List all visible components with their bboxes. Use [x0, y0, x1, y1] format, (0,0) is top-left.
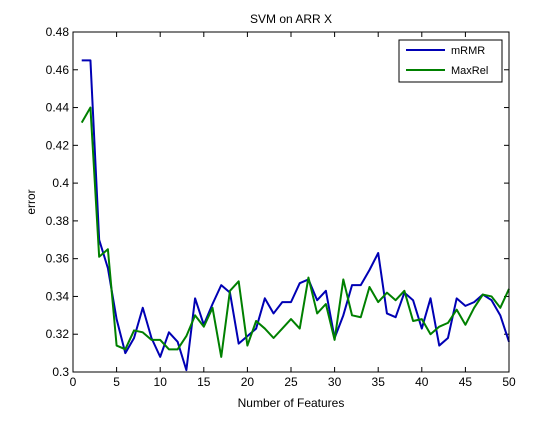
legend-label-maxrel: MaxRel [451, 65, 488, 77]
x-tick-label: 5 [113, 375, 120, 389]
y-tick-label: 0.32 [46, 327, 70, 341]
y-tick-label: 0.46 [46, 63, 70, 77]
x-axis-label: Number of Features [238, 396, 345, 410]
y-tick-label: 0.48 [46, 25, 70, 39]
x-tick-label: 40 [415, 375, 429, 389]
y-tick-label: 0.36 [46, 252, 70, 266]
legend-label-mrmr: mRMR [451, 45, 485, 57]
x-tick-label: 20 [241, 375, 255, 389]
y-tick-label: 0.3 [52, 365, 69, 379]
x-tick-label: 15 [197, 375, 211, 389]
y-tick-label: 0.38 [46, 214, 70, 228]
x-tick-label: 10 [154, 375, 168, 389]
x-tick-label: 25 [284, 375, 298, 389]
x-tick-label: 50 [502, 375, 516, 389]
y-tick-label: 0.34 [46, 289, 70, 303]
y-tick-label: 0.42 [46, 138, 70, 152]
legend: mRMR MaxRel [399, 40, 502, 82]
x-tick-label: 45 [459, 375, 473, 389]
y-axis-label: error [24, 189, 38, 214]
x-tick-label: 30 [328, 375, 342, 389]
x-tick-label: 0 [70, 375, 77, 389]
chart-title: SVM on ARR X [250, 12, 332, 26]
x-tick-label: 35 [372, 375, 386, 389]
y-tick-label: 0.44 [46, 101, 70, 115]
y-tick-label: 0.4 [52, 176, 69, 190]
